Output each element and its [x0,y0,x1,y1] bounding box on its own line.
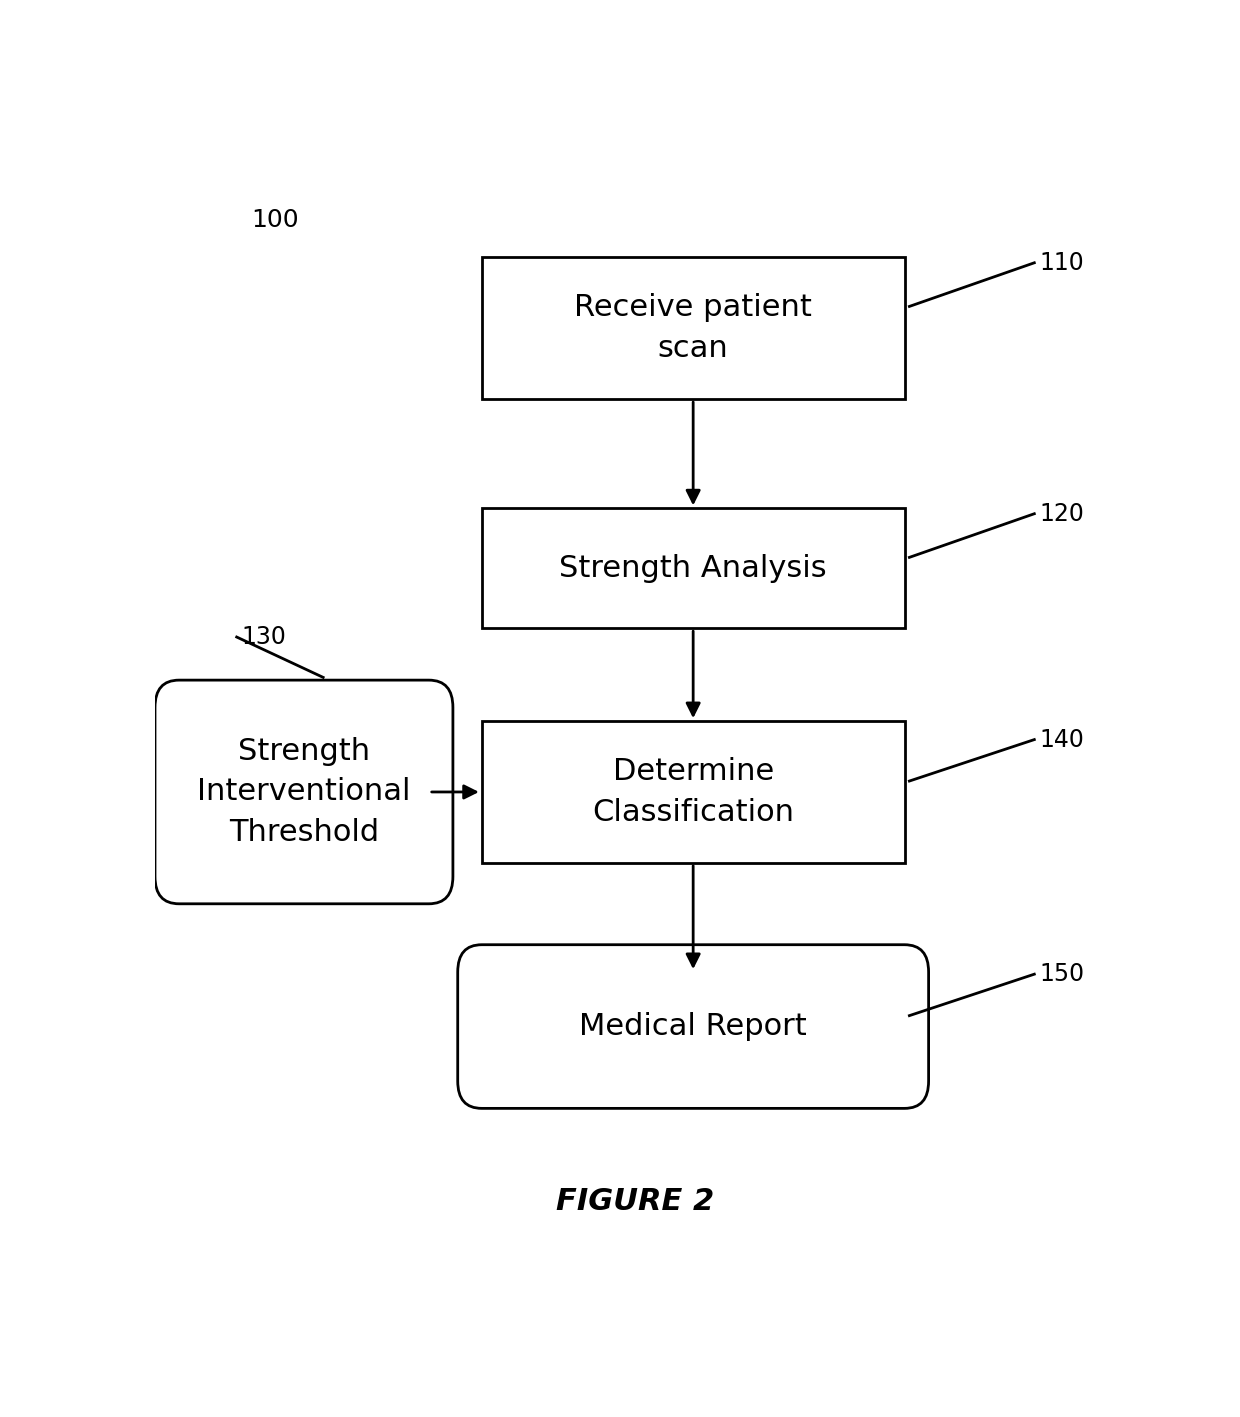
Text: Strength Analysis: Strength Analysis [559,554,827,582]
Text: Determine
Classification: Determine Classification [593,757,794,826]
Text: 130: 130 [242,625,286,649]
FancyBboxPatch shape [482,509,905,628]
FancyBboxPatch shape [482,721,905,863]
Text: Strength
Interventional
Threshold: Strength Interventional Threshold [197,737,410,847]
Text: FIGURE 2: FIGURE 2 [557,1186,714,1216]
Text: 150: 150 [1039,962,1084,986]
Text: 100: 100 [250,208,299,232]
Text: 140: 140 [1039,727,1084,751]
Text: Medical Report: Medical Report [579,1012,807,1041]
FancyBboxPatch shape [458,945,929,1108]
Text: 120: 120 [1039,502,1084,526]
Text: Receive patient
scan: Receive patient scan [574,293,812,363]
FancyBboxPatch shape [482,258,905,400]
FancyBboxPatch shape [155,680,453,904]
Text: 110: 110 [1039,251,1084,275]
